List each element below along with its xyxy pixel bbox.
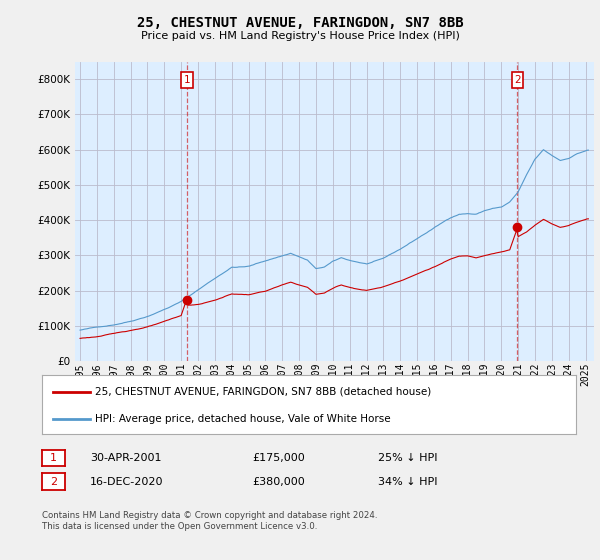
Text: 25% ↓ HPI: 25% ↓ HPI [378, 453, 437, 463]
Text: 1: 1 [184, 75, 190, 85]
Text: £380,000: £380,000 [252, 477, 305, 487]
Text: 2: 2 [514, 75, 521, 85]
Text: 25, CHESTNUT AVENUE, FARINGDON, SN7 8BB: 25, CHESTNUT AVENUE, FARINGDON, SN7 8BB [137, 16, 463, 30]
Text: HPI: Average price, detached house, Vale of White Horse: HPI: Average price, detached house, Vale… [95, 414, 391, 424]
Text: Price paid vs. HM Land Registry's House Price Index (HPI): Price paid vs. HM Land Registry's House … [140, 31, 460, 41]
Text: 34% ↓ HPI: 34% ↓ HPI [378, 477, 437, 487]
Text: 1: 1 [50, 453, 57, 463]
Text: 30-APR-2001: 30-APR-2001 [90, 453, 161, 463]
Text: 25, CHESTNUT AVENUE, FARINGDON, SN7 8BB (detached house): 25, CHESTNUT AVENUE, FARINGDON, SN7 8BB … [95, 386, 431, 396]
Text: £175,000: £175,000 [252, 453, 305, 463]
Text: 2: 2 [50, 477, 57, 487]
Text: 16-DEC-2020: 16-DEC-2020 [90, 477, 163, 487]
Text: Contains HM Land Registry data © Crown copyright and database right 2024.
This d: Contains HM Land Registry data © Crown c… [42, 511, 377, 531]
